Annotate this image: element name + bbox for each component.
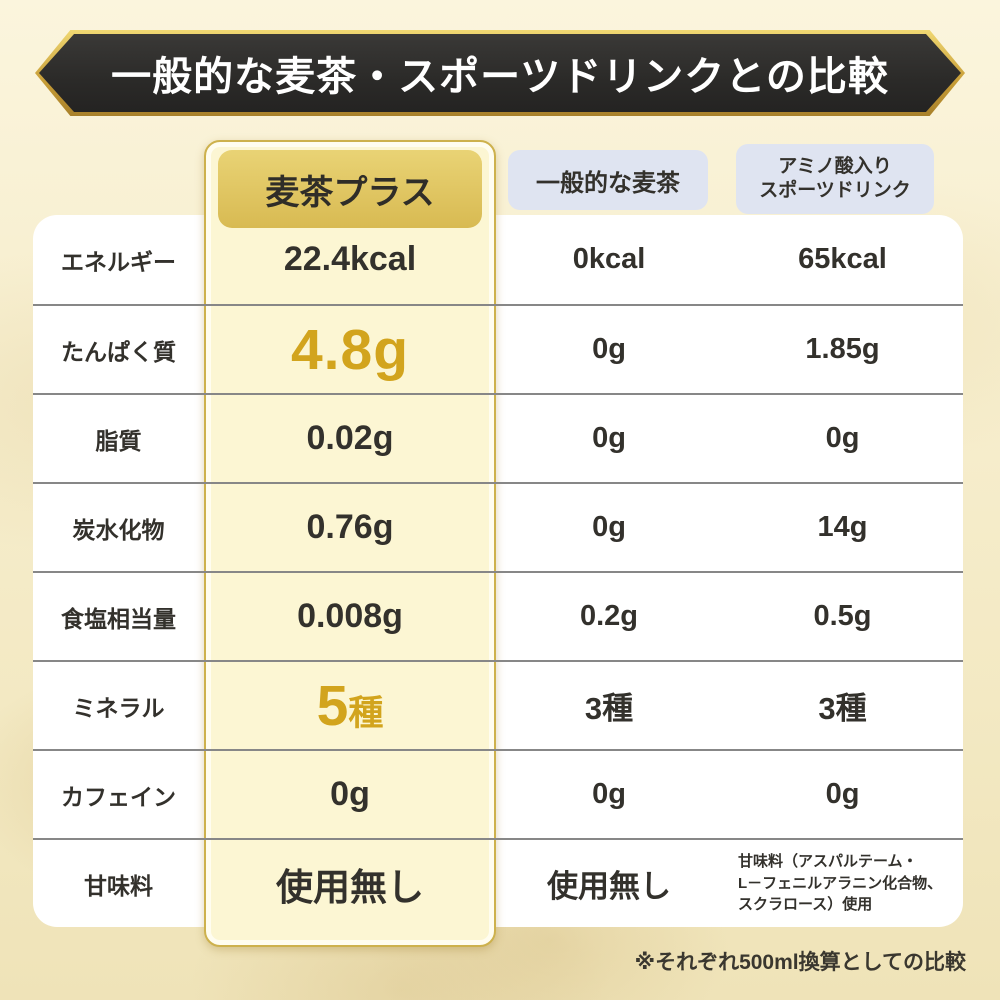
value-barley-tea: 0g [592,511,626,543]
value-sports-drink: 甘味料（アスパルテーム・ L－フェニルアラニン化合物、 スクラロース）使用 [738,852,943,914]
value-sports-drink: 3種 [818,691,867,726]
value-barley-tea: 0g [592,422,626,454]
row-label: 脂質 [95,427,142,454]
row-label: エネルギー [61,248,176,275]
highlight-column [204,140,496,947]
value-barley-tea: 0g [592,778,626,810]
table-row-energy: エネルギー 22.4kcal 0kcal 65kcal [33,215,963,304]
value-sports-drink: 0g [825,778,860,810]
table-row-carbohydrate: 炭水化物 0.76g 0g 14g [33,482,963,571]
table-row-protein: たんぱく質 4.8g 0g 1.85g [33,304,963,393]
value-barley-tea: 0.2g [579,600,639,632]
column-header-sports-drink: アミノ酸入り スポーツドリンク [736,144,934,214]
row-label: 炭水化物 [72,516,165,543]
page-title: 一般的な麦茶・スポーツドリンクとの比較 [111,55,889,99]
table-row-salt: 食塩相当量 0.008g 0.2g 0.5g [33,571,963,660]
banner-body: 一般的な麦茶・スポーツドリンクとの比較 [39,34,961,112]
value-barley-tea: 0g [592,333,626,365]
value-sports-drink: 1.85g [805,333,880,365]
table-row-sweetener: 甘味料 使用無し 使用無し 甘味料（アスパルテーム・ L－フェニルアラニン化合物… [33,838,963,927]
table-row-caffeine: カフェイン 0g 0g 0g [33,749,963,838]
value-sports-drink: 0.5g [813,600,872,632]
value-product: 0.76g [306,508,394,546]
value-product: 使用無し [276,866,424,908]
column-header-product: 麦茶プラス [218,150,482,228]
title-banner: 一般的な麦茶・スポーツドリンクとの比較 [35,30,965,116]
table-row-minerals: ミネラル 5種 3種 3種 [33,660,963,749]
value-product: 0g [330,775,370,813]
value-product: 0.008g [297,597,403,635]
value-sports-drink: 14g [817,511,868,543]
nutrition-table: エネルギー 22.4kcal 0kcal 65kcal たんぱく質 4.8g 0… [33,215,963,927]
value-sports-drink: 65kcal [798,243,887,275]
value-barley-tea: 使用無し [547,869,671,904]
row-label: カフェイン [61,783,176,810]
value-product-emphasis: 5種 [204,673,496,739]
mineral-unit: 種 [348,693,384,733]
footnote: ※それぞれ500ml換算としての比較 [634,951,966,974]
row-label: たんぱく質 [61,338,176,365]
row-label: 甘味料 [84,872,153,899]
row-label: ミネラル [72,694,165,721]
value-product: 22.4kcal [283,240,417,278]
value-product-emphasis: 4.8g [290,317,410,382]
value-barley-tea: 0kcal [572,243,646,275]
column-header-barley-tea: 一般的な麦茶 [508,150,708,210]
table-row-fat: 脂質 0.02g 0g 0g [33,393,963,482]
value-barley-tea: 3種 [584,691,634,726]
value-sports-drink: 0g [825,422,860,454]
value-product: 0.02g [306,419,394,457]
mineral-count: 5 [316,673,349,738]
row-label: 食塩相当量 [61,605,176,632]
